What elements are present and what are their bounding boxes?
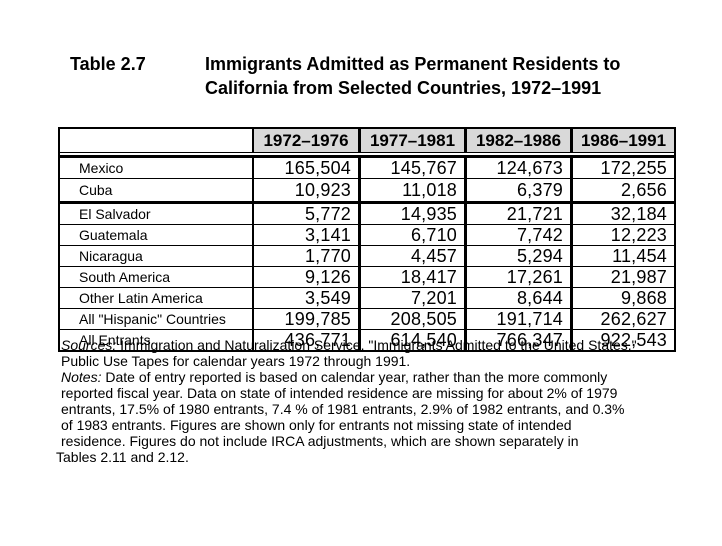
- cell-value: 172,255: [600, 158, 667, 178]
- notes-line-4: of 1983 entrants. Figures are shown only…: [61, 417, 572, 433]
- table-body: Mexico 165,504 145,767 124,673 172,255 C…: [60, 158, 674, 350]
- row-label: Guatemala: [60, 225, 254, 245]
- cell-value: 614,540: [361, 330, 467, 350]
- cell-value: 191,714: [467, 309, 573, 329]
- notes-line-6: Tables 2.11 and 2.12.: [56, 449, 189, 465]
- row-label: All "Hispanic" Countries: [60, 309, 254, 329]
- cell-value: 18,417: [361, 267, 467, 287]
- table-row: All Entrants 436,771 614,540 766,347 922…: [60, 330, 674, 350]
- cell-value: 1,770: [254, 246, 361, 266]
- cell-value: 5,294: [467, 246, 573, 266]
- cell-value: 4,457: [361, 246, 467, 266]
- cell-value: 9,868: [620, 288, 667, 308]
- cell-value: 21,987: [610, 267, 667, 287]
- cell-value: 8,644: [467, 288, 573, 308]
- sources-line-2: Public Use Tapes for calendar years 1972…: [61, 353, 411, 369]
- cell-value: 208,505: [361, 309, 467, 329]
- notes-label: Notes:: [61, 369, 102, 385]
- cell-value: 124,673: [467, 158, 573, 178]
- header-col-1972-1976: 1972–1976: [254, 129, 361, 152]
- cell-value: 11,454: [612, 246, 667, 266]
- table-row: El Salvador 5,772 14,935 21,721 32,184: [60, 204, 674, 225]
- notes-line-5: residence. Figures do not include IRCA a…: [61, 433, 579, 449]
- cell-value: 11,018: [361, 179, 467, 201]
- row-label: Nicaragua: [60, 246, 254, 266]
- table-row: Mexico 165,504 145,767 124,673 172,255: [60, 158, 674, 179]
- table-header-row: 1972–1976 1977–1981 1982–1986 1986–1991: [60, 129, 674, 153]
- header-col-1986-1991: 1986–1991: [573, 129, 674, 152]
- cell-value: 21,721: [467, 204, 573, 224]
- cell-value: 199,785: [254, 309, 361, 329]
- cell-value: 262,627: [600, 309, 667, 329]
- cell-value: 436,771: [254, 330, 361, 350]
- data-table: 1972–1976 1977–1981 1982–1986 1986–1991 …: [58, 127, 676, 352]
- table-title-line2: California from Selected Countries, 1972…: [205, 78, 602, 98]
- header-col-1982-1986: 1982–1986: [467, 129, 573, 152]
- cell-value: 165,504: [254, 158, 361, 178]
- table-row: Guatemala 3,141 6,710 7,742 12,223: [60, 225, 674, 246]
- cell-value: 7,201: [361, 288, 467, 308]
- sources-line-1: Sources: Immigration and Naturalization …: [56, 337, 716, 353]
- header-divider: [60, 153, 674, 158]
- cell-value: 7,742: [467, 225, 573, 245]
- row-label: Mexico: [60, 158, 254, 178]
- cell-value: 766,347: [467, 330, 573, 350]
- cell-value: 3,549: [254, 288, 361, 308]
- cell-value: 12,223: [610, 225, 667, 245]
- cell-value: 5,772: [254, 204, 361, 224]
- header-col-1977-1981: 1977–1981: [361, 129, 467, 152]
- table-row: Cuba 10,923 11,018 6,379 2,656: [60, 179, 674, 204]
- cell-value: 922,543: [600, 330, 667, 350]
- notes-line-1: Notes: Date of entry reported is based o…: [56, 369, 716, 385]
- cell-value: 6,379: [467, 179, 573, 201]
- row-label: South America: [60, 267, 254, 287]
- row-label: El Salvador: [60, 204, 254, 224]
- notes-line-3: entrants, 17.5% of 1980 entrants, 7.4 % …: [61, 401, 625, 417]
- cell-value: 145,767: [361, 158, 467, 178]
- sources-label: Sources:: [61, 337, 117, 353]
- row-label: All Entrants: [60, 330, 254, 350]
- table-title: Immigrants Admitted as Permanent Residen…: [205, 52, 620, 100]
- cell-value: 10,923: [254, 179, 361, 201]
- table-number: Table 2.7: [70, 54, 146, 74]
- cell-value: 32,184: [610, 204, 667, 224]
- header-empty-cell: [60, 129, 254, 152]
- table-title-line1: Immigrants Admitted as Permanent Residen…: [205, 54, 621, 74]
- notes-text: Date of entry reported is based on calen…: [105, 369, 608, 385]
- row-label: Cuba: [60, 179, 254, 201]
- cell-value: 17,261: [467, 267, 573, 287]
- table-row: Nicaragua 1,770 4,457 5,294 11,454: [60, 246, 674, 267]
- table-row: All "Hispanic" Countries 199,785 208,505…: [60, 309, 674, 330]
- cell-value: 9,126: [254, 267, 361, 287]
- row-label: Other Latin America: [60, 288, 254, 308]
- notes-line-2: reported fiscal year. Data on state of i…: [61, 385, 618, 401]
- table-caption: Table 2.7 Immigrants Admitted as Permane…: [70, 52, 620, 100]
- cell-value: 14,935: [361, 204, 467, 224]
- cell-value: 3,141: [254, 225, 361, 245]
- footnotes: Sources: Immigration and Naturalization …: [56, 337, 716, 465]
- cell-value: 6,710: [361, 225, 467, 245]
- cell-value: 2,656: [620, 179, 667, 200]
- table-row: South America 9,126 18,417 17,261 21,987: [60, 267, 674, 288]
- sources-text: Immigration and Naturalization Service, …: [120, 337, 637, 353]
- table-row: Other Latin America 3,549 7,201 8,644 9,…: [60, 288, 674, 309]
